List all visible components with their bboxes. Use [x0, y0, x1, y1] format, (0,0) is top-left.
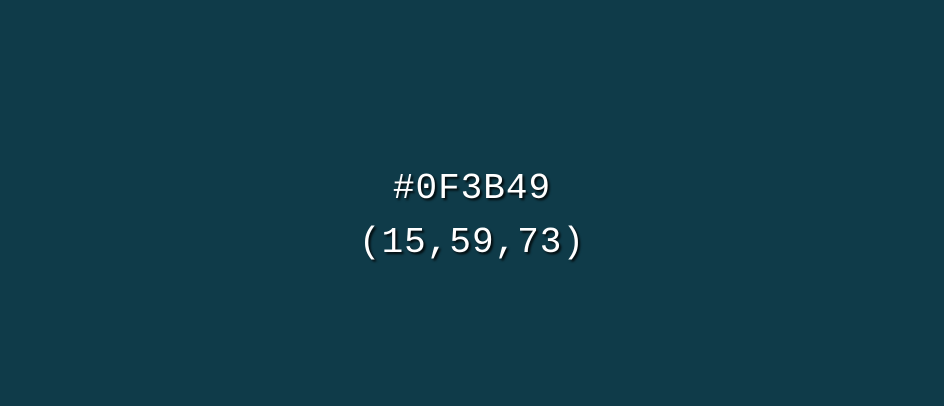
- hex-code-label: #0F3B49: [0, 162, 944, 216]
- rgb-code-label: (15,59,73): [0, 216, 944, 270]
- color-labels: #0F3B49 (15,59,73): [0, 162, 944, 270]
